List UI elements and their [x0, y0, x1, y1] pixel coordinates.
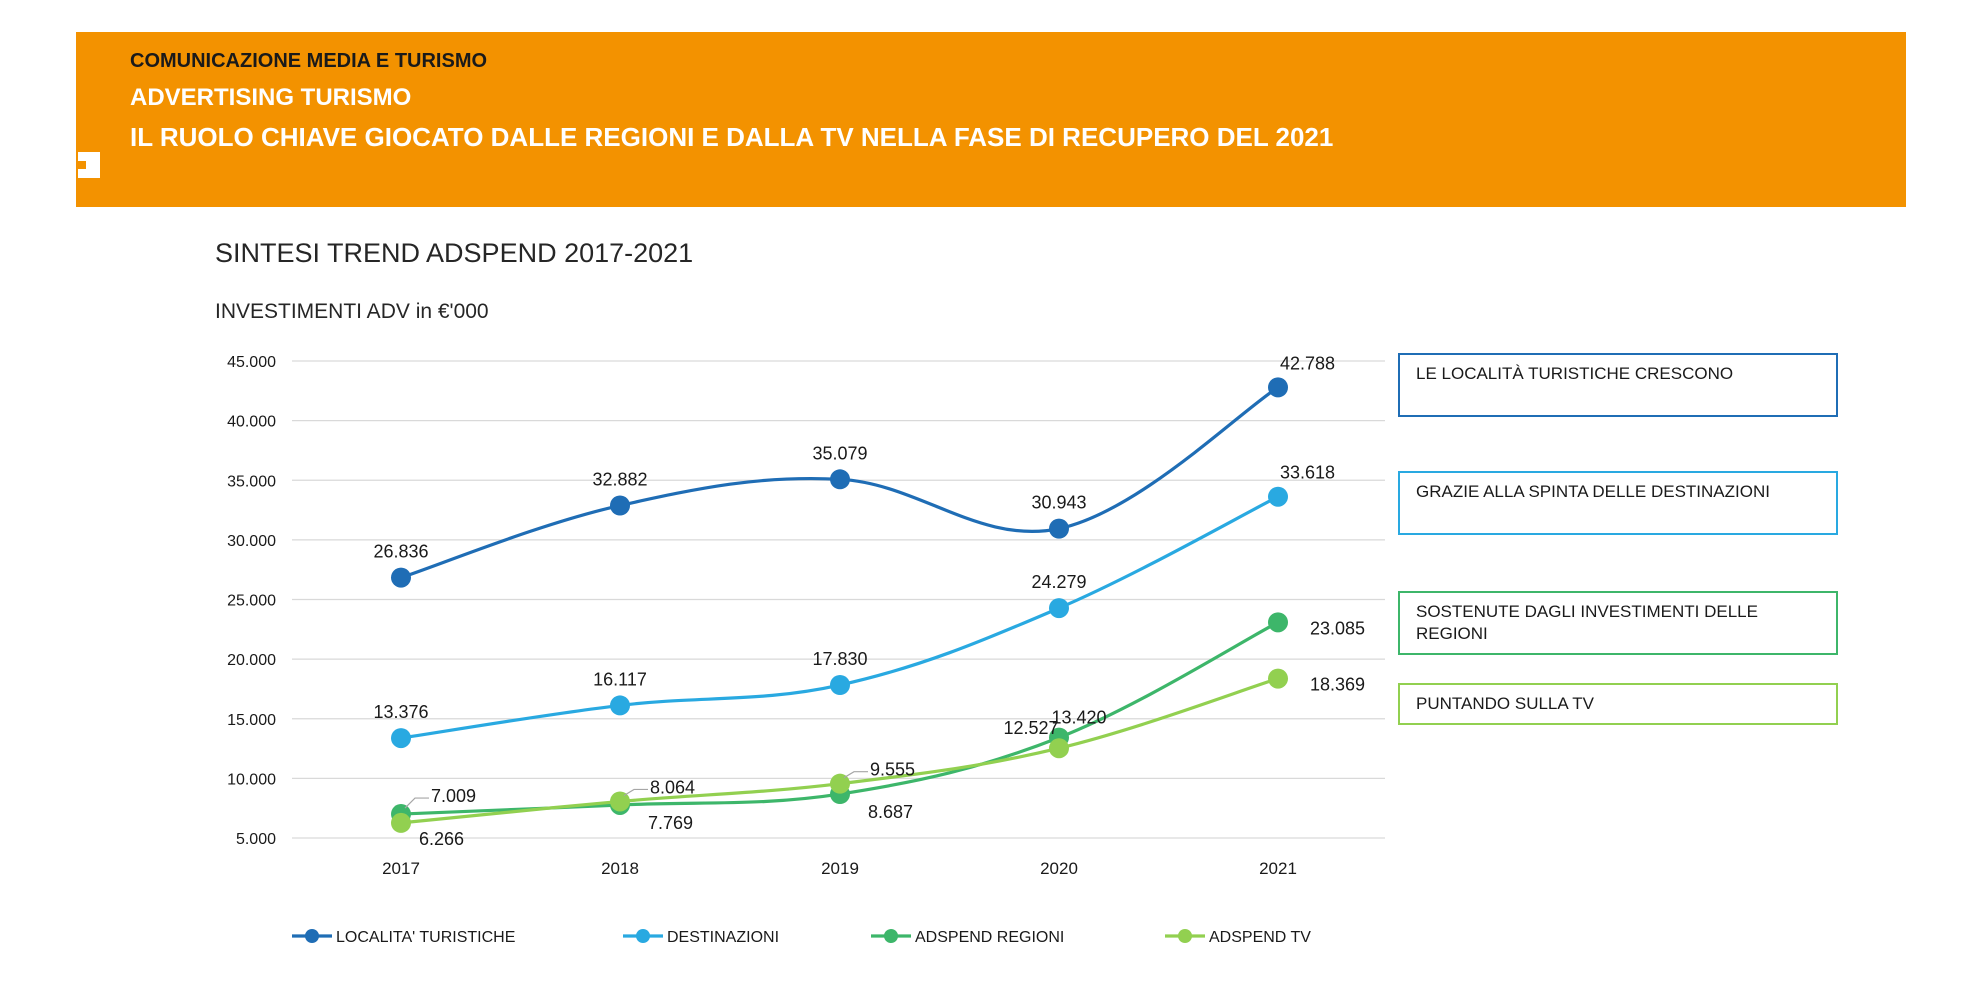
data-label: 13.420 — [1051, 708, 1106, 728]
banner-headline: IL RUOLO CHIAVE GIOCATO DALLE REGIONI E … — [130, 122, 1334, 152]
data-point — [830, 469, 850, 490]
y-tick-label: 45.000 — [227, 354, 276, 371]
data-label: 33.618 — [1280, 463, 1335, 483]
y-tick-label: 5.000 — [236, 831, 276, 848]
note-tv: PUNTANDO SULLA TV — [1398, 683, 1838, 725]
data-point — [1268, 668, 1288, 689]
data-point — [1049, 598, 1069, 619]
legend-marker — [636, 929, 650, 943]
data-label: 18.369 — [1310, 675, 1365, 695]
note-regioni: SOSTENUTE DAGLI INVESTIMENTI DELLE REGIO… — [1398, 591, 1838, 655]
data-label: 9.555 — [870, 760, 915, 780]
data-point — [830, 773, 850, 794]
x-tick-label: 2018 — [601, 859, 639, 878]
data-point — [1049, 738, 1069, 759]
data-label: 6.266 — [419, 829, 464, 849]
y-tick-label: 10.000 — [227, 771, 276, 788]
x-tick-label: 2017 — [382, 859, 420, 878]
banner-section-title: COMUNICAZIONE MEDIA E TURISMO — [130, 50, 488, 72]
y-tick-label: 25.000 — [227, 593, 276, 610]
label-leader-line — [623, 788, 648, 796]
legend-label: DESTINAZIONI — [667, 929, 779, 946]
data-label: 30.943 — [1031, 493, 1086, 513]
y-tick-label: 40.000 — [227, 414, 276, 431]
data-point — [391, 812, 411, 833]
x-tick-label: 2021 — [1259, 859, 1297, 878]
series-line — [400, 495, 1279, 740]
label-leader-line — [843, 771, 868, 779]
data-label: 17.830 — [812, 649, 867, 669]
data-point — [391, 567, 411, 588]
y-tick-label: 30.000 — [227, 533, 276, 550]
data-label: 8.064 — [650, 777, 695, 797]
data-label: 35.079 — [812, 443, 867, 463]
chart-title: SINTESI TREND ADSPEND 2017-2021 — [215, 238, 694, 268]
banner-topic: ADVERTISING TURISMO — [130, 84, 412, 111]
legend-label: LOCALITA' TURISTICHE — [336, 929, 515, 946]
data-point — [1268, 612, 1288, 633]
legend-label: ADSPEND REGIONI — [915, 929, 1064, 946]
legend-marker — [884, 929, 898, 943]
data-label: 12.527 — [1003, 718, 1058, 738]
label-leader-line — [404, 797, 429, 809]
data-label: 16.117 — [593, 669, 647, 689]
header-banner — [76, 32, 1906, 207]
data-point — [1049, 518, 1069, 539]
data-point — [610, 695, 630, 716]
y-tick-label: 15.000 — [227, 712, 276, 729]
data-label: 32.882 — [592, 470, 647, 490]
x-tick-label: 2020 — [1040, 859, 1078, 878]
data-label: 7.769 — [648, 813, 693, 833]
legend-label: ADSPEND TV — [1209, 929, 1311, 946]
data-label: 13.376 — [373, 702, 428, 722]
data-label: 26.836 — [373, 542, 428, 562]
data-label: 23.085 — [1310, 618, 1365, 638]
x-tick-label: 2019 — [821, 859, 859, 878]
data-point — [610, 791, 630, 812]
y-tick-label: 35.000 — [227, 473, 276, 490]
data-label: 7.009 — [431, 786, 476, 806]
legend-marker — [305, 929, 319, 943]
data-point — [1268, 377, 1288, 398]
data-point — [391, 728, 411, 749]
note-destinazioni: GRAZIE ALLA SPINTA DELLE DESTINAZIONI — [1398, 471, 1838, 535]
brand-mark-icon — [78, 152, 100, 178]
data-point — [1268, 486, 1288, 507]
data-point — [830, 675, 850, 696]
data-label: 24.279 — [1031, 572, 1086, 592]
data-label: 8.687 — [868, 802, 913, 822]
data-label: 42.788 — [1280, 353, 1335, 373]
note-localita: LE LOCALITÀ TURISTICHE CRESCONO — [1398, 353, 1838, 417]
y-tick-label: 20.000 — [227, 652, 276, 669]
data-point — [610, 495, 630, 516]
chart-subtitle: INVESTIMENTI ADV in €'000 — [215, 300, 489, 323]
legend-marker — [1178, 929, 1192, 943]
